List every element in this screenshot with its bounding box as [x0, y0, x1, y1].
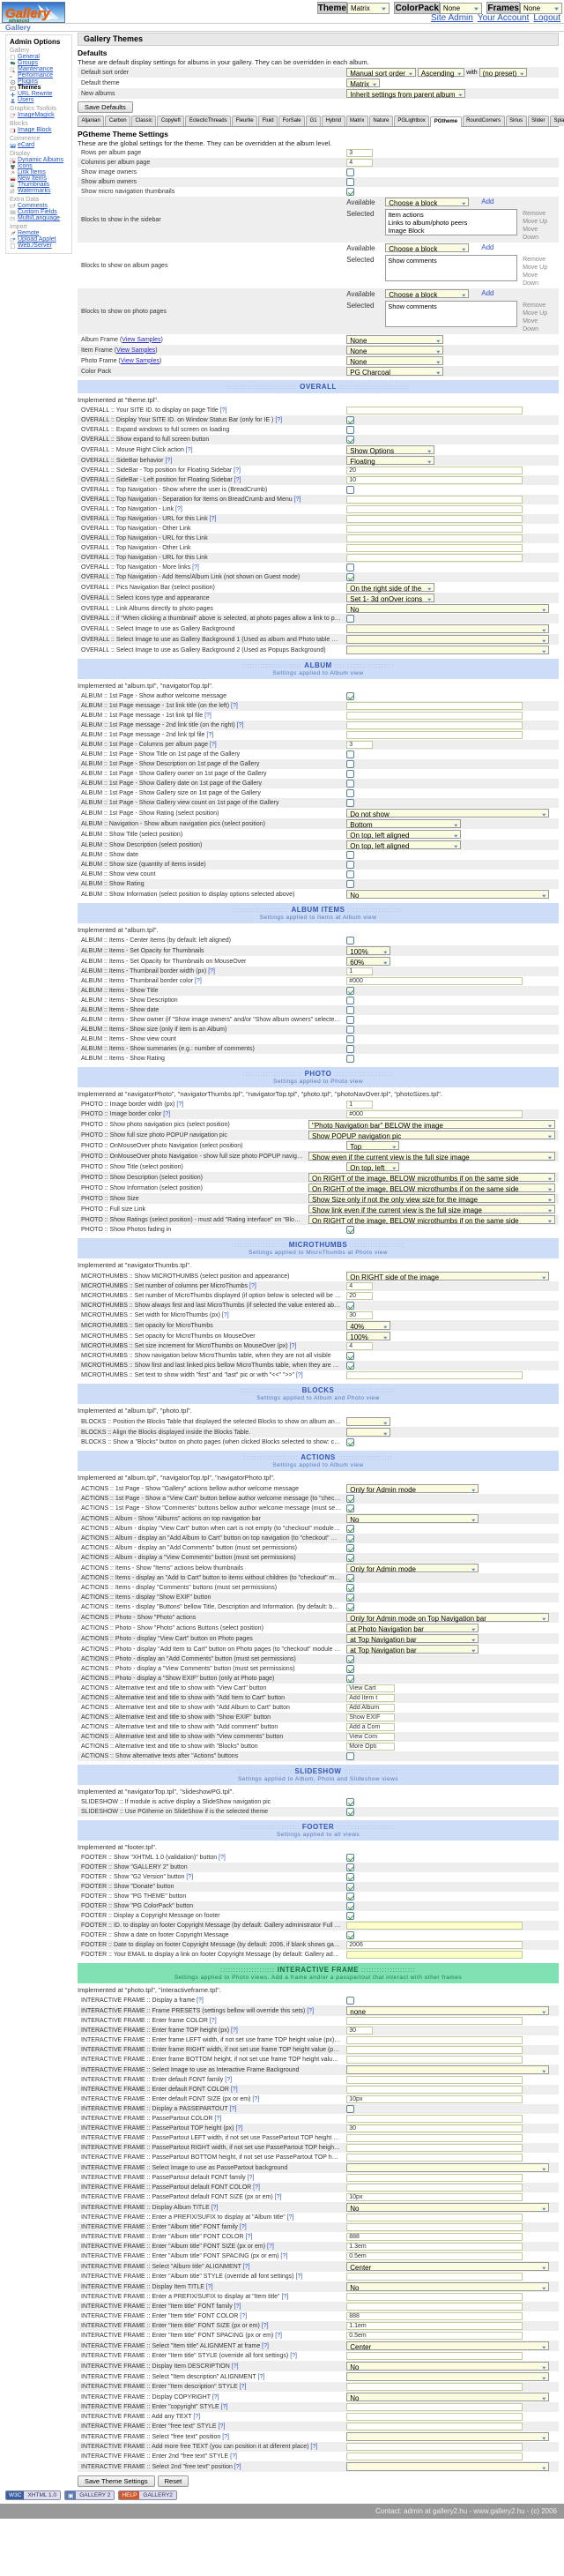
svg-text:advanced: advanced — [9, 19, 29, 23]
svg-text:»: » — [10, 74, 12, 78]
